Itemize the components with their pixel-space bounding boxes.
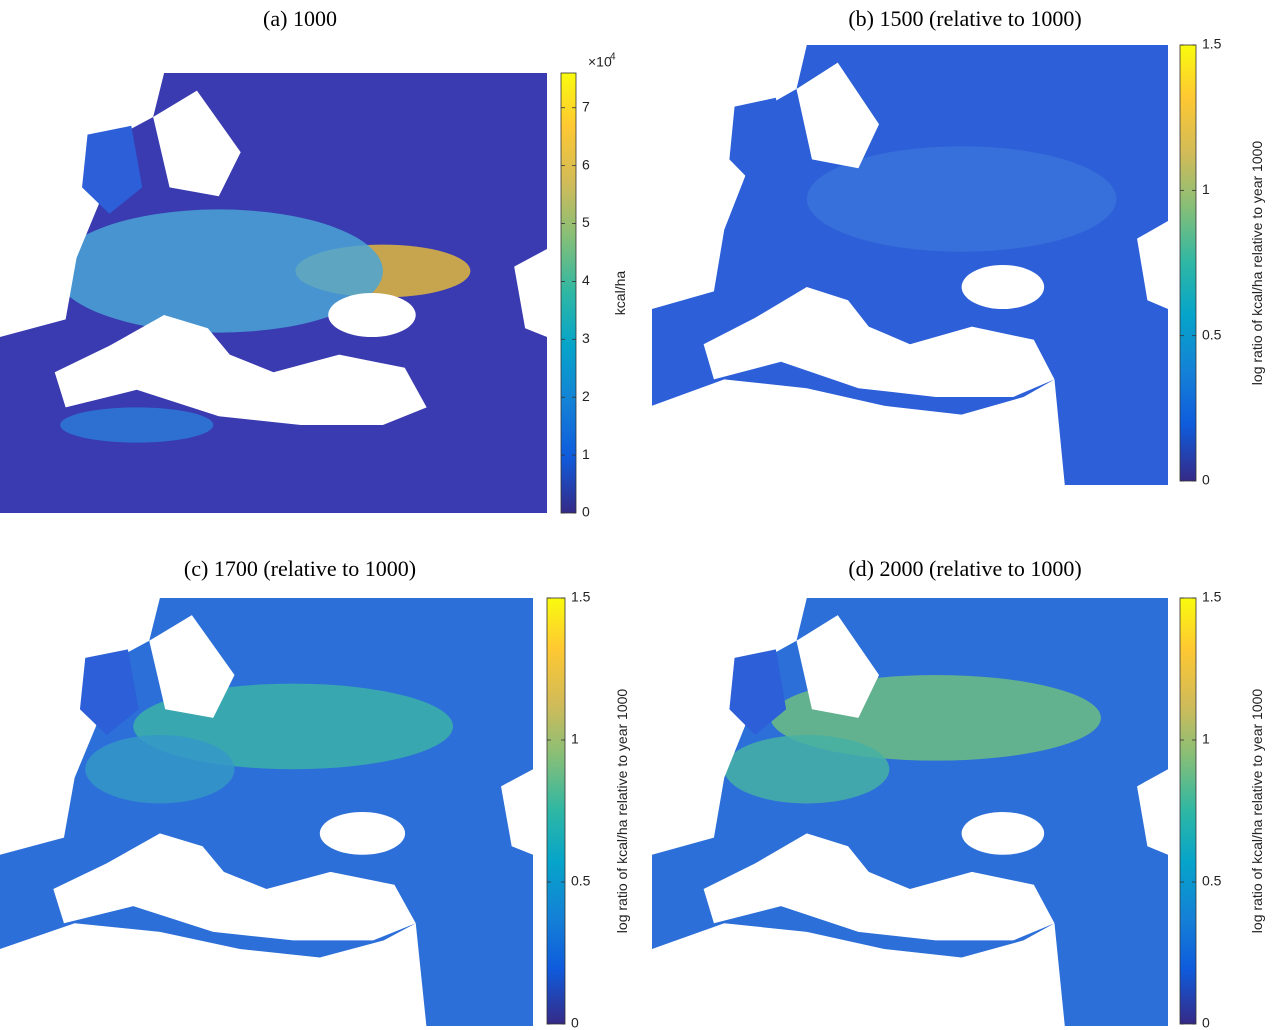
colorbar-tick-label: 1 — [582, 446, 590, 462]
colorbar-tick-label: 0 — [582, 504, 590, 520]
colorbar-tick-label: 1.5 — [1202, 36, 1222, 52]
colorbar — [560, 72, 577, 514]
colorbar-label: log ratio of kcal/ha relative to year 10… — [1249, 141, 1265, 386]
colorbar-tick-label: 0 — [1202, 1015, 1210, 1030]
map — [0, 73, 547, 513]
map — [0, 598, 533, 1026]
colorbar-tick-label: 0 — [1202, 472, 1210, 488]
region — [806, 146, 1117, 252]
colorbar-tick-label: 4 — [582, 272, 590, 288]
region — [724, 734, 890, 804]
panel-title: (b) 1500 (relative to 1000) — [848, 6, 1081, 31]
colorbar-tick-label: 6 — [582, 156, 590, 172]
region — [60, 407, 214, 443]
multiplier-exponent: 4 — [610, 52, 616, 63]
colorbar-label: log ratio of kcal/ha relative to year 10… — [1249, 689, 1265, 934]
colorbar-tick-label: 2 — [582, 388, 590, 404]
colorbar-tick-label: 5 — [582, 214, 590, 230]
colorbar-tick-label: 3 — [582, 330, 590, 346]
sea — [652, 923, 1065, 1026]
multiplier: ×10 — [588, 54, 612, 70]
colorbar-tick-label: 1 — [1202, 181, 1210, 197]
sea — [0, 923, 427, 1026]
panel-title: (c) 1700 (relative to 1000) — [184, 556, 416, 581]
colorbar-tick-label: 7 — [582, 98, 590, 114]
colorbar-label: log ratio of kcal/ha relative to year 10… — [614, 689, 630, 934]
colorbar-tick-label: 0 — [571, 1015, 579, 1030]
region — [54, 209, 383, 333]
colorbar-tick-label: 1.5 — [1202, 589, 1222, 605]
panel-title: (a) 1000 — [263, 6, 337, 31]
colorbar-tick-label: 0.5 — [571, 873, 591, 889]
colorbar-tick-label: 0.5 — [1202, 326, 1222, 342]
colorbar-label: kcal/ha — [612, 271, 628, 316]
panel: (c) 1700 (relative to 1000) 0 0.5 1 1.5 log r… — [0, 556, 630, 1030]
panel-title: (d) 2000 (relative to 1000) — [848, 556, 1081, 581]
colorbar-tick-label: 0.5 — [1202, 873, 1222, 889]
colorbar-tick-label: 1.5 — [571, 589, 591, 605]
region — [85, 734, 235, 804]
colorbar — [1179, 597, 1197, 1025]
panel: (d) 2000 (relative to 1000) 0 0.5 1 1.5 log r… — [652, 556, 1265, 1030]
map — [652, 598, 1168, 1026]
colorbar-tick-label: 1 — [1202, 731, 1210, 747]
colorbar-tick-label: 1 — [571, 731, 579, 747]
panel: (b) 1500 (relative to 1000) 0 0.5 1 1.5 log r… — [652, 6, 1265, 488]
colorbar — [546, 597, 566, 1025]
colorbar — [1179, 44, 1197, 482]
map — [652, 45, 1168, 485]
sea — [652, 379, 1065, 485]
